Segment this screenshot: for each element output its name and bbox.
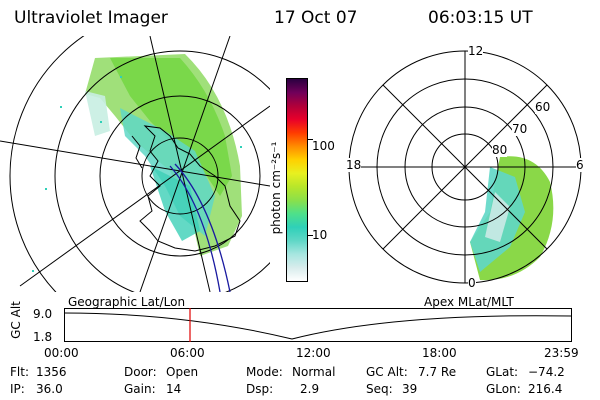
glat-label: GLat: — [486, 365, 519, 379]
lat-circle-4 — [9, 36, 85, 292]
door-label: Door: — [124, 365, 157, 379]
aurora-faint-edge — [85, 91, 110, 136]
altitude-plot-frame — [64, 308, 572, 342]
date-label: 17 Oct 07 — [274, 8, 358, 28]
gcalt-value: 7.7 Re — [418, 365, 457, 379]
peninsula-coastline — [131, 135, 143, 169]
altitude-value-top: 9.0 — [33, 307, 53, 321]
mlt-label-6: 6 — [576, 158, 584, 172]
mlat-label-80: 80 — [492, 143, 508, 157]
dsp-label: Dsp: — [246, 382, 274, 396]
flt-value: 1356 — [36, 365, 67, 379]
geographic-map-label: Geographic Lat/Lon — [68, 295, 186, 309]
antarctica-coastline — [139, 125, 241, 252]
colorbar-tickmark-10 — [308, 235, 313, 236]
flt-label: Flt: — [10, 365, 29, 379]
colorbar-gradient — [287, 79, 307, 281]
altitude-axis-label: GC Alt — [9, 301, 23, 339]
lat-circle-2 — [99, 95, 261, 257]
glon-label: GLon: — [486, 382, 521, 396]
gcalt-label: GC Alt: — [366, 365, 408, 379]
mode-label: Mode: — [246, 365, 283, 379]
lat-circle-1 — [141, 137, 219, 215]
time-tick-1800: 18:00 — [422, 346, 457, 360]
colorbar-tick-10: 10 — [312, 228, 328, 242]
ip-value: 36.0 — [36, 382, 63, 396]
satellite-track-2 — [174, 163, 231, 292]
mlt-diagonal-2 — [382, 84, 548, 250]
time-tick-1200: 12:00 — [296, 346, 331, 360]
mlt-label-0: 0 — [468, 276, 476, 290]
meridian-2 — [19, 105, 270, 287]
time-tick-0000: 00:00 — [44, 346, 79, 360]
geographic-map — [0, 36, 270, 292]
mlt-label-12: 12 — [468, 44, 484, 58]
seq-value: 39 — [402, 382, 418, 396]
mode-value: Normal — [292, 365, 336, 379]
meridian-4 — [139, 36, 231, 292]
time-tick-2359: 23:59 — [544, 346, 579, 360]
noise-speckles — [32, 76, 242, 272]
time-label: 06:03:15 UT — [428, 8, 533, 28]
mlt-label-18: 18 — [346, 158, 362, 172]
gain-value: 14 — [166, 382, 182, 396]
gain-label: Gain: — [124, 382, 156, 396]
apex-map-label: Apex MLat/MLT — [424, 295, 514, 309]
satellite-track-1 — [169, 165, 221, 292]
app-title: Ultraviolet Imager — [14, 8, 168, 28]
ip-label: IP: — [10, 382, 25, 396]
time-tick-0600: 06:00 — [170, 346, 205, 360]
seq-label: Seq: — [366, 382, 393, 396]
colorbar-tickmark-100 — [308, 139, 313, 140]
dsp-value: 2.9 — [300, 382, 320, 396]
colorbar — [286, 78, 308, 282]
meridian-1 — [0, 140, 270, 187]
glon-value: 216.4 — [528, 382, 563, 396]
colorbar-tick-100: 100 — [312, 139, 335, 153]
mlt-polar-map — [348, 50, 582, 284]
mlat-label-60: 60 — [535, 100, 551, 114]
aurora-patch-teal — [150, 166, 200, 241]
altitude-strip-plot — [64, 308, 572, 342]
altitude-curve — [64, 312, 572, 340]
mlat-label-70: 70 — [512, 122, 528, 136]
lat-circle-3 — [54, 50, 270, 292]
altitude-value-bottom: 1.8 — [33, 330, 53, 344]
colorbar-unit-label: photon cm⁻²s⁻¹ — [269, 141, 283, 235]
door-value: Open — [166, 365, 199, 379]
glat-value: −74.2 — [528, 365, 565, 379]
